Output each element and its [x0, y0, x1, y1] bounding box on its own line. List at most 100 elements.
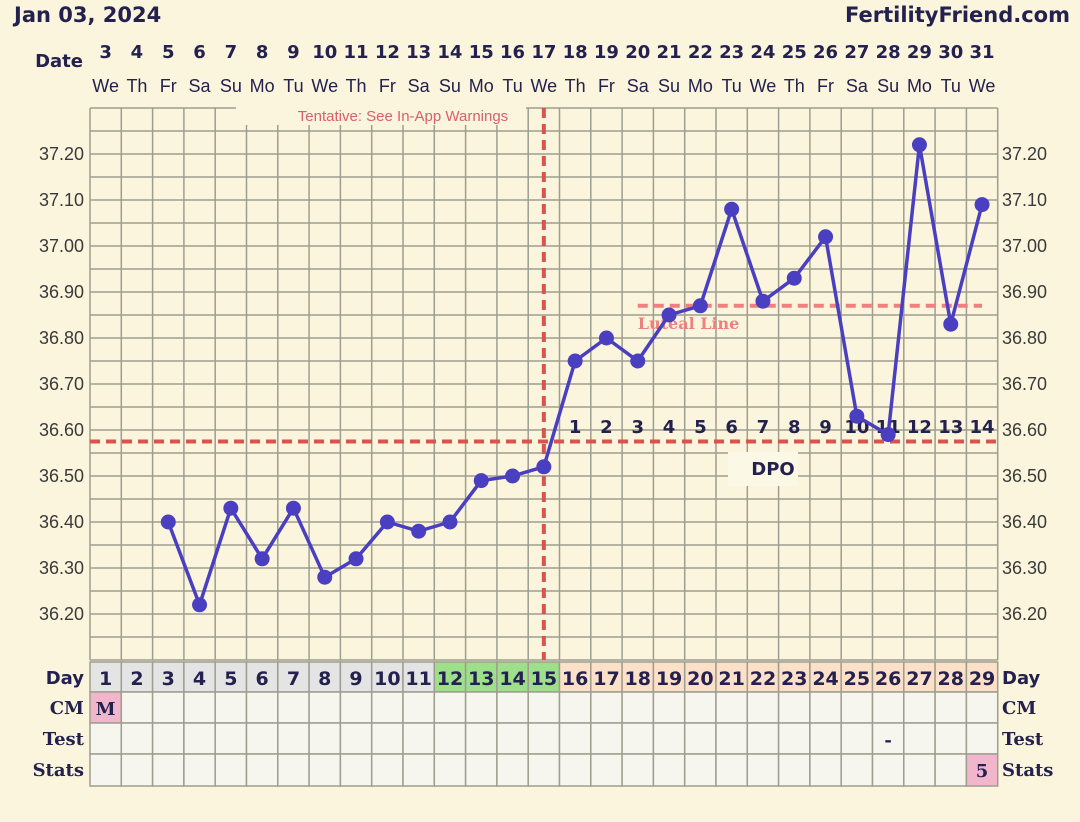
cm-cell [151, 691, 185, 724]
weekday-label: Tu [502, 76, 522, 96]
cm-cell-value: M [96, 699, 116, 720]
day-cell-value: 24 [812, 668, 838, 690]
day-cell-value: 20 [687, 668, 713, 690]
test-cell [903, 722, 936, 755]
weekday-label: Fr [160, 76, 177, 96]
dpo-number: 8 [788, 417, 801, 438]
tentative-box [236, 101, 526, 125]
y-tick-right: 36.40 [1002, 512, 1047, 532]
temperature-line [166, 143, 984, 607]
y-tick-right: 37.00 [1002, 236, 1047, 256]
stats-cell [903, 753, 936, 787]
date-label: 12 [375, 42, 400, 63]
dpo-number: 6 [725, 417, 738, 438]
stats-cell [308, 753, 342, 787]
weekday-label: Th [126, 76, 147, 96]
dpo-box [728, 452, 798, 486]
weekday-label: Sa [408, 76, 431, 96]
cm-cell [934, 691, 968, 724]
date-label: 20 [625, 42, 650, 63]
date-label: 5 [162, 42, 175, 63]
temperature-point [630, 353, 646, 369]
test-cell [245, 722, 279, 755]
weekday-label: Th [565, 76, 586, 96]
date-label: 21 [657, 42, 682, 63]
cm-cell [433, 691, 467, 724]
brand-logo: FertilityFriend.com [845, 3, 1070, 27]
date-label: 29 [907, 42, 932, 63]
cm-cell [590, 691, 623, 724]
day-cell-value: 19 [656, 668, 682, 690]
test-cell-value: - [884, 730, 891, 751]
day-cell-value: 11 [405, 668, 431, 690]
day-cell-value: 13 [468, 668, 494, 690]
test-cell [277, 722, 310, 755]
weekday-label: Mo [688, 76, 713, 96]
stats-cell [715, 753, 749, 787]
weekday-label: Sa [627, 76, 650, 96]
temperature-point [567, 353, 583, 369]
cm-cell [746, 691, 780, 724]
test-row-label-right: Test [1002, 729, 1044, 750]
day-cell [151, 661, 185, 693]
test-cell [965, 722, 999, 755]
day-cell-value: 12 [437, 668, 463, 690]
day-cell-value: 3 [162, 668, 175, 690]
weekday-label: Su [658, 76, 680, 96]
dpo-number: 1 [569, 417, 582, 438]
y-tick-right: 36.50 [1002, 466, 1047, 486]
cm-cell [120, 691, 154, 724]
y-tick-right: 37.20 [1002, 144, 1047, 164]
y-tick-right: 36.80 [1002, 328, 1047, 348]
weekday-label: Fr [379, 76, 396, 96]
stats-row-label-right: Stats [1002, 760, 1053, 781]
stats-cell [402, 753, 436, 787]
dpo-number: 10 [844, 417, 869, 438]
cm-cell [652, 691, 686, 724]
cm-cell [809, 691, 842, 724]
stats-cell [934, 753, 968, 787]
y-tick-right: 36.60 [1002, 420, 1047, 440]
cm-cell [903, 691, 936, 724]
stats-cell [558, 753, 592, 787]
weekday-label: Mo [469, 76, 494, 96]
test-cell [746, 722, 780, 755]
weekday-label: Tu [941, 76, 961, 96]
temperature-point [818, 229, 834, 245]
date-label: 10 [312, 42, 337, 63]
day-cell-value: 7 [287, 668, 300, 690]
day-cell [527, 661, 561, 693]
temperature-point [317, 569, 333, 585]
dpo-number: 14 [970, 417, 995, 438]
y-tick-left: 36.80 [39, 328, 84, 348]
stats-cell [965, 753, 999, 787]
cm-cell [965, 691, 999, 724]
test-cell [934, 722, 968, 755]
dpo-number: 4 [663, 417, 676, 438]
y-tick-left: 37.20 [39, 144, 84, 164]
day-cell-value: 4 [193, 668, 206, 690]
day-cell-value: 26 [875, 668, 901, 690]
dpo-number: 9 [819, 417, 832, 438]
test-row-label-left: Test [43, 729, 85, 750]
date-label: 18 [563, 42, 588, 63]
day-cell [590, 661, 623, 693]
y-tick-left: 36.40 [39, 512, 84, 532]
test-cell [370, 722, 404, 755]
weekday-label: We [531, 76, 558, 96]
temperature-point [348, 551, 364, 567]
stats-cell [245, 753, 279, 787]
y-tick-right: 36.20 [1002, 604, 1047, 624]
day-cell [715, 661, 749, 693]
test-cell [840, 722, 874, 755]
temperature-point [536, 459, 552, 475]
date-label: 13 [406, 42, 431, 63]
day-cell-value: 1 [99, 668, 112, 690]
temperature-point [192, 597, 208, 613]
temperature-point [692, 298, 708, 314]
stats-cell [183, 753, 216, 787]
stats-cell [151, 753, 185, 787]
stats-cell [840, 753, 874, 787]
day-cell-value: 27 [906, 668, 932, 690]
day-cell-value: 17 [593, 668, 619, 690]
